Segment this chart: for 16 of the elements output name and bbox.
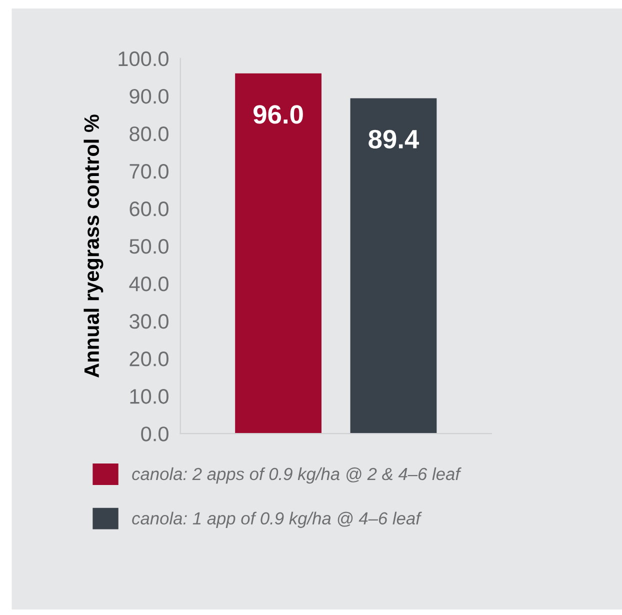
legend-label: canola: 2 apps of 0.9 kg/ha @ 2 & 4–6 leaf <box>132 467 462 484</box>
data-label: 89.4 <box>368 130 420 149</box>
y-tick-label: 10.0 <box>130 389 168 404</box>
y-tick-label: 80.0 <box>130 126 168 142</box>
y-tick-label: 20.0 <box>130 352 168 366</box>
y-tick-label: 0.0 <box>141 426 168 442</box>
y-tick-label: 100.0 <box>118 51 168 66</box>
y-tick-label: 50.0 <box>130 239 168 254</box>
y-tick-label: 60.0 <box>130 201 168 216</box>
y-tick-label: 40.0 <box>129 276 168 292</box>
y-tick-label: 90.0 <box>130 88 168 104</box>
data-label: 96.0 <box>254 105 303 124</box>
y-tick-label: 70.0 <box>130 164 168 179</box>
legend-label: canola: 1 app of 0.9 kg/ha @ 4–6 leaf <box>132 512 422 528</box>
y-tick-label: 30.0 <box>130 314 168 329</box>
y-axis-title: Annual ryegrass control % <box>84 114 104 378</box>
